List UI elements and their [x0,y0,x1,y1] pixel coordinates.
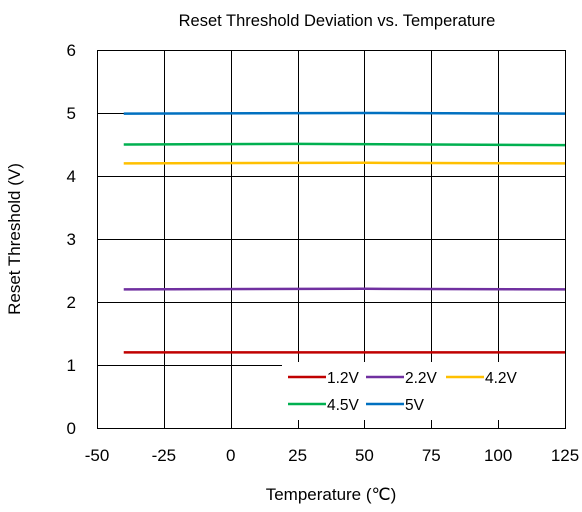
legend-label-2.2V: 2.2V [405,370,438,387]
y-tick-labels: 0 1 2 3 4 5 6 [67,41,76,438]
x-tick-label: 100 [484,446,512,465]
y-tick-label: 1 [67,356,76,375]
chart-title: Reset Threshold Deviation vs. Temperatur… [179,12,496,30]
y-tick-label: 3 [67,230,76,249]
series-line-4.5V [124,144,565,145]
legend-label-4.5V: 4.5V [327,397,360,414]
series-line-5V [124,113,565,114]
x-tick-labels: -50 -25 0 25 50 75 100 125 [85,446,579,465]
x-tick-label: 25 [288,446,307,465]
x-tick-label: 75 [422,446,441,465]
y-tick-label: 6 [67,41,76,60]
x-tick-label: 50 [355,446,374,465]
legend-label-4.2V: 4.2V [485,370,518,387]
x-tick-label: -25 [152,446,177,465]
legend-label-1.2V: 1.2V [327,370,360,387]
x-tick-label: 0 [226,446,235,465]
y-axis-title: Reset Threshold (V) [5,163,24,315]
x-tick-label: 125 [551,446,579,465]
y-tick-label: 0 [67,419,76,438]
y-tick-label: 2 [67,293,76,312]
x-tick-label: -50 [85,446,110,465]
series-line-2.2V [124,289,565,290]
y-tick-label: 5 [67,104,76,123]
x-axis-title: Temperature (℃) [266,485,397,504]
y-tick-label: 4 [67,167,76,186]
legend-label-5V: 5V [405,397,425,414]
series-line-4.2V [124,163,565,164]
